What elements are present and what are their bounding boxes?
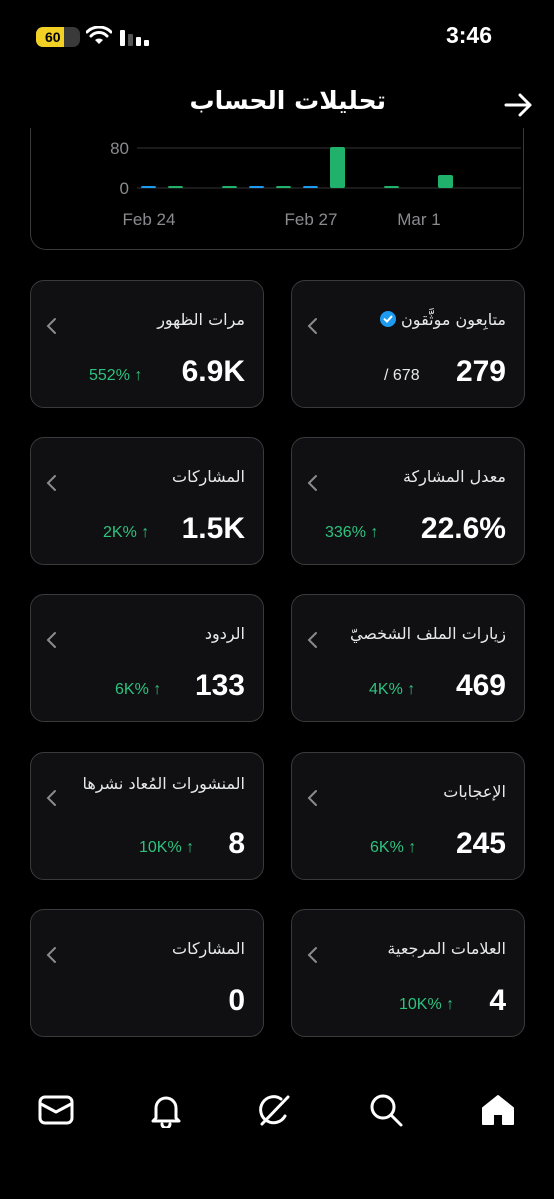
chevron-left-icon bbox=[46, 475, 56, 491]
chart-bar bbox=[168, 186, 183, 188]
battery-level: 60 bbox=[45, 29, 61, 45]
metric-value: 245 bbox=[455, 827, 506, 860]
chevron-left-icon bbox=[46, 790, 56, 806]
nav-search[interactable] bbox=[366, 1090, 406, 1130]
chevron-left-icon bbox=[46, 632, 56, 648]
metric-label: العلامات المرجعية bbox=[387, 939, 506, 958]
chart-bar bbox=[141, 186, 156, 188]
arrow-right-icon bbox=[504, 93, 532, 117]
metric-label: الردود bbox=[204, 624, 245, 643]
metric-total: / 678 bbox=[384, 367, 420, 384]
nav-home[interactable] bbox=[478, 1090, 518, 1130]
metric-value: 6.9K bbox=[181, 355, 245, 388]
nav-grok[interactable] bbox=[254, 1090, 294, 1130]
metric-delta: 2K% ↑ bbox=[103, 524, 150, 541]
notifications-icon bbox=[151, 1096, 181, 1128]
bottom-nav bbox=[0, 1080, 554, 1140]
chart-bar bbox=[303, 186, 318, 188]
metric-card-reposts[interactable]: المنشورات المُعاد نشرها 8 10K% ↑ bbox=[30, 752, 264, 880]
chevron-left-icon bbox=[307, 475, 317, 491]
chart-y-tick-label: 0 bbox=[120, 179, 129, 198]
chevron-left-icon bbox=[307, 632, 317, 648]
chart-bar bbox=[222, 186, 237, 188]
metric-label: المنشورات المُعاد نشرها bbox=[82, 774, 246, 793]
search-icon bbox=[370, 1094, 403, 1127]
wifi-icon bbox=[86, 26, 112, 44]
chart-bar bbox=[438, 175, 453, 188]
chart-y-tick-label: 80 bbox=[110, 139, 129, 158]
nav-notifications[interactable] bbox=[146, 1090, 186, 1130]
metric-card-bookmarks[interactable]: العلامات المرجعية 4 10K% ↑ bbox=[291, 909, 525, 1037]
metric-card-engagement-rate[interactable]: معدل المشاركة 22.6% 336% ↑ bbox=[291, 437, 525, 565]
metric-value: 279 bbox=[455, 355, 506, 388]
metric-card-likes[interactable]: الإعجابات 245 6K% ↑ bbox=[291, 752, 525, 880]
chevron-left-icon bbox=[46, 318, 56, 334]
metric-label: الإعجابات bbox=[443, 782, 506, 801]
chart-bar bbox=[249, 186, 264, 188]
chart-bar bbox=[276, 186, 291, 188]
metric-card-engagements[interactable]: المشاركات 1.5K 2K% ↑ bbox=[30, 437, 264, 565]
metric-label: المشاركات bbox=[172, 939, 245, 958]
status-bar: 60 3:46 bbox=[0, 0, 554, 72]
chevron-left-icon bbox=[307, 790, 317, 806]
status-time: 3:46 bbox=[445, 22, 492, 48]
metric-value: 1.5K bbox=[181, 512, 245, 545]
nav-messages[interactable] bbox=[36, 1090, 76, 1130]
metric-delta: 10K% ↑ bbox=[399, 996, 455, 1013]
metric-card-replies[interactable]: الردود 133 6K% ↑ bbox=[30, 594, 264, 722]
metric-label: متابِعون موثَّقون bbox=[338, 311, 506, 329]
messages-icon bbox=[38, 1095, 74, 1125]
battery-icon: 60 bbox=[36, 27, 80, 47]
chart-card: 80 0 Feb 24 Feb 27 Mar 1 bbox=[30, 128, 524, 250]
metric-label: مرات الظهور bbox=[157, 310, 245, 329]
chevron-left-icon bbox=[46, 947, 56, 963]
bar-chart: 80 0 Feb 24 Feb 27 Mar 1 bbox=[110, 139, 521, 229]
chart-x-tick-label: Mar 1 bbox=[397, 210, 440, 229]
metric-card-profile-visits[interactable]: زيارات الملف الشخصيّ 469 4K% ↑ bbox=[291, 594, 525, 722]
metric-value: 469 bbox=[455, 669, 506, 702]
metric-label: زيارات الملف الشخصيّ bbox=[349, 624, 506, 643]
metric-card-impressions[interactable]: مرات الظهور 6.9K 552% ↑ bbox=[30, 280, 264, 408]
chart-x-tick-label: Feb 24 bbox=[123, 210, 176, 229]
metric-delta: 6K% ↑ bbox=[370, 839, 417, 856]
metric-delta: 4K% ↑ bbox=[369, 681, 416, 698]
metric-delta: 6K% ↑ bbox=[115, 681, 162, 698]
metric-delta: 336% ↑ bbox=[325, 524, 379, 541]
metric-value: 0 bbox=[228, 984, 245, 1017]
chart-bar bbox=[384, 186, 399, 188]
metric-delta: 10K% ↑ bbox=[139, 839, 195, 856]
chart-bar bbox=[330, 147, 345, 188]
metric-value: 4 bbox=[489, 984, 506, 1017]
cellular-signal-icon bbox=[120, 30, 149, 46]
home-icon bbox=[482, 1095, 514, 1125]
metric-delta: 552% ↑ bbox=[89, 367, 143, 384]
page-title: تحليلات الحساب bbox=[189, 86, 386, 115]
metric-label: معدل المشاركة bbox=[402, 467, 506, 486]
metric-label: المشاركات bbox=[172, 467, 245, 486]
metric-value: 8 bbox=[228, 827, 245, 860]
back-button[interactable] bbox=[502, 90, 536, 120]
chart-x-tick-label: Feb 27 bbox=[285, 210, 338, 229]
verified-badge-icon bbox=[379, 311, 396, 327]
chevron-left-icon bbox=[307, 947, 317, 963]
grok-icon bbox=[259, 1095, 290, 1126]
metric-card-shares[interactable]: المشاركات 0 bbox=[30, 909, 264, 1037]
metric-value: 133 bbox=[194, 669, 245, 702]
metric-card-verified-followers[interactable]: متابِعون موثَّقون 279 / 678 bbox=[291, 280, 525, 408]
chevron-left-icon bbox=[307, 318, 317, 334]
header: تحليلات الحساب bbox=[0, 80, 554, 130]
metric-value: 22.6% bbox=[420, 512, 506, 545]
